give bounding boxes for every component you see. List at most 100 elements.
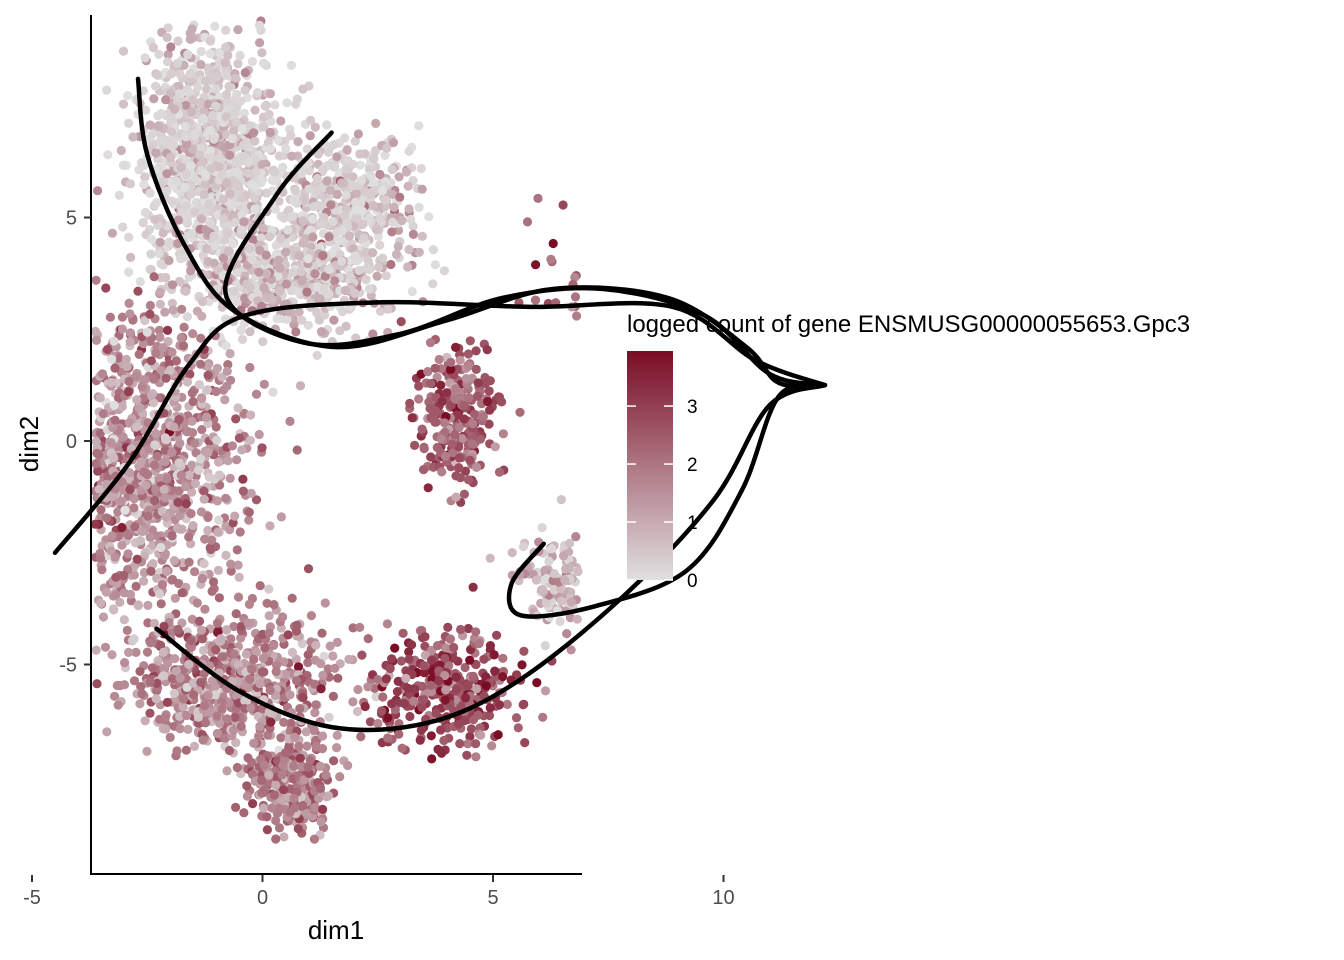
scatter-point	[540, 641, 550, 651]
scatter-point	[437, 748, 447, 758]
scatter-point	[265, 521, 275, 531]
scatter-point	[357, 650, 367, 660]
scatter-point	[165, 732, 175, 743]
scatter-point	[387, 654, 397, 664]
scatter-point	[311, 185, 322, 196]
scatter-point	[463, 681, 473, 691]
scatter-point	[351, 197, 361, 207]
scatter-point	[220, 395, 230, 405]
scatter-point	[260, 101, 270, 111]
scatter-point	[155, 135, 166, 146]
scatter-point	[230, 108, 240, 118]
scatter-point	[363, 256, 373, 266]
scatter-point	[375, 169, 385, 180]
scatter-point	[188, 144, 198, 154]
scatter-point	[278, 761, 288, 771]
scatter-point	[537, 523, 547, 533]
scatter-point	[468, 671, 478, 682]
scatter-point	[426, 731, 436, 741]
scatter-point	[260, 785, 270, 795]
scatter-point	[265, 89, 275, 99]
scatter-point	[211, 72, 221, 82]
scatter-point	[124, 267, 134, 277]
scatter-point	[163, 325, 173, 335]
scatter-point	[107, 492, 117, 502]
scatter-point	[309, 725, 319, 736]
scatter-point	[205, 146, 216, 156]
scatter-point	[171, 177, 181, 187]
scatter-points	[90, 16, 583, 844]
scatter-point	[355, 160, 365, 170]
scatter-point	[258, 122, 268, 132]
scatter-point	[419, 465, 429, 475]
scatter-point	[140, 315, 150, 326]
y-tick-label: 5	[66, 208, 77, 230]
scatter-point	[573, 566, 583, 577]
scatter-point	[312, 173, 322, 184]
scatter-point	[177, 304, 187, 314]
scatter-point	[182, 710, 192, 721]
scatter-point	[386, 259, 396, 270]
scatter-point	[160, 445, 170, 455]
scatter-point	[315, 761, 325, 771]
scatter-point	[230, 712, 240, 723]
scatter-point	[326, 200, 336, 210]
scatter-point	[549, 569, 559, 579]
scatter-point	[380, 150, 390, 160]
scatter-point	[222, 766, 232, 776]
scatter-point	[222, 714, 232, 724]
scatter-point	[271, 666, 281, 677]
scatter-point	[454, 719, 464, 729]
scatter-point	[95, 428, 105, 438]
scatter-point	[571, 532, 581, 542]
scatter-point	[187, 107, 197, 117]
scatter-point	[153, 70, 163, 80]
scatter-point	[172, 58, 183, 69]
scatter-point	[483, 396, 493, 407]
scatter-point	[118, 432, 128, 442]
scatter-point	[214, 515, 224, 525]
scatter-point	[201, 224, 211, 234]
scatter-point	[203, 511, 213, 521]
scatter-point	[264, 109, 274, 119]
scatter-point	[235, 50, 245, 61]
scatter-point	[152, 451, 162, 461]
scatter-point	[233, 560, 243, 570]
scatter-point	[92, 679, 102, 689]
scatter-point	[139, 576, 149, 586]
scatter-point	[340, 211, 350, 221]
scatter-point	[146, 234, 157, 244]
scatter-point	[276, 233, 286, 244]
scatter-point	[185, 68, 195, 79]
scatter-point	[274, 196, 284, 206]
scatter-point	[322, 176, 332, 186]
scatter-point	[145, 264, 155, 274]
scatter-point	[519, 646, 529, 656]
scatter-point	[180, 121, 190, 132]
scatter-point	[565, 613, 576, 623]
scatter-point	[404, 244, 414, 255]
scatter-point	[490, 442, 500, 452]
scatter-point	[90, 519, 100, 529]
scatter-point	[151, 348, 161, 358]
scatter-point	[214, 162, 224, 172]
scatter-point	[269, 600, 279, 610]
scatter-point	[546, 544, 557, 554]
scatter-point	[201, 244, 212, 254]
scatter-point	[142, 746, 152, 757]
scatter-point	[356, 732, 366, 742]
scatter-point	[239, 217, 249, 227]
scatter-point	[407, 286, 417, 297]
scatter-point	[110, 363, 120, 373]
scatter-point	[341, 164, 351, 174]
scatter-point	[484, 419, 494, 429]
scatter-point	[173, 215, 183, 225]
scatter-point	[249, 654, 259, 665]
scatter-point	[238, 486, 248, 496]
scatter-point	[415, 735, 425, 745]
scatter-point	[161, 373, 171, 383]
scatter-point	[405, 711, 415, 722]
scatter-point	[246, 410, 256, 420]
scatter-point	[471, 364, 481, 374]
scatter-point	[463, 349, 473, 359]
